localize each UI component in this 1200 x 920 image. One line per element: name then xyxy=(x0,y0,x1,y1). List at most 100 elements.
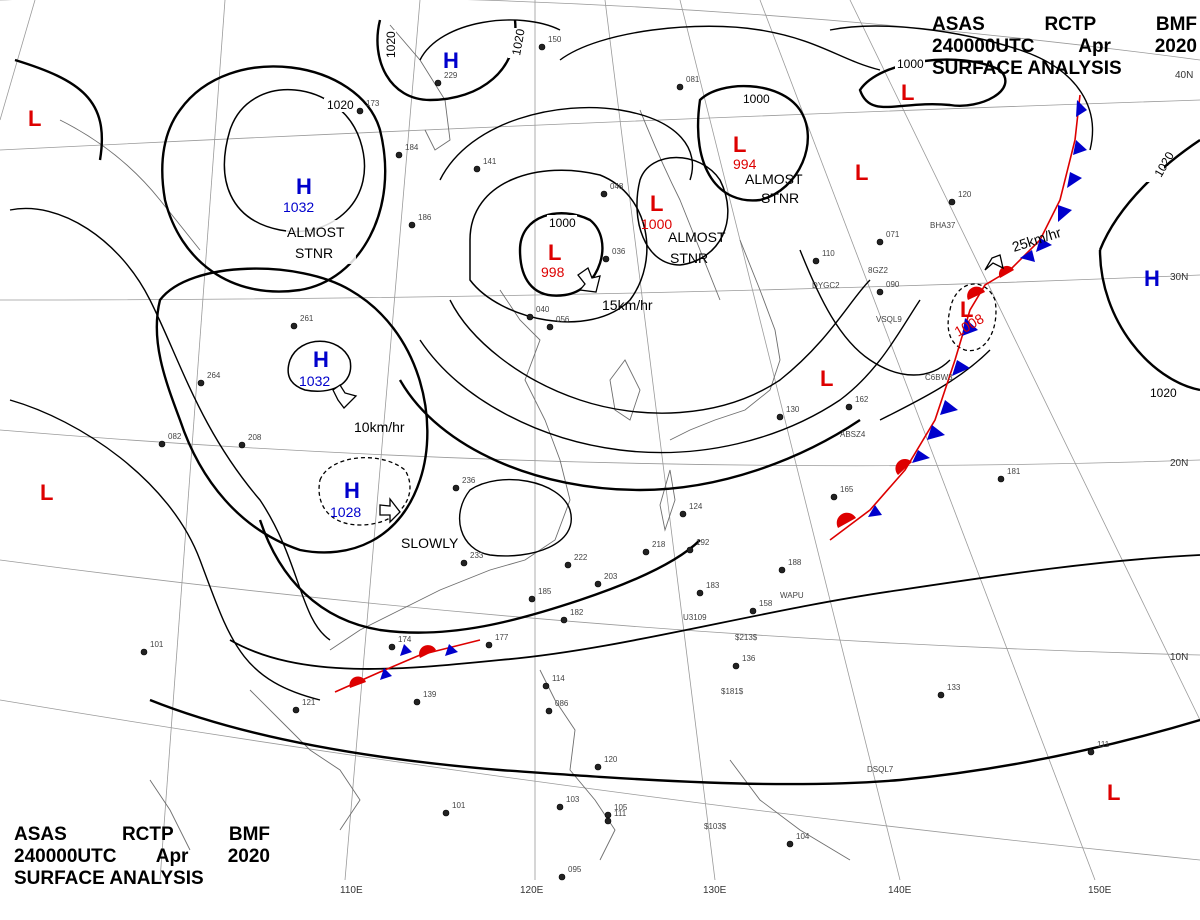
isobar-south-china xyxy=(459,478,572,557)
high-center-letter: H xyxy=(344,478,360,503)
ship-id: BHA37 xyxy=(930,221,956,230)
station-pressure: 174 xyxy=(398,635,412,644)
station-dot xyxy=(676,83,684,91)
coastline-philippines xyxy=(539,669,616,861)
lon-line-160e xyxy=(849,0,1200,721)
header-row-2: 240000UTC Apr 2020 xyxy=(14,846,270,868)
station-pressure: 040 xyxy=(536,305,550,314)
station-dot xyxy=(937,691,945,699)
cold-front-triangle xyxy=(868,505,882,517)
coastline-inner-asia xyxy=(59,119,201,251)
isobar-west-2 xyxy=(9,399,321,701)
station-pressure: 203 xyxy=(604,572,618,581)
low-center-letter: L xyxy=(901,80,914,105)
lon-label-150e: 150E xyxy=(1088,885,1112,896)
station-pressure: 139 xyxy=(423,690,437,699)
station-dot xyxy=(830,493,838,501)
lat-line-20n xyxy=(0,429,1200,467)
station-dot xyxy=(564,561,572,569)
movement-arrows xyxy=(332,254,1004,524)
cold-front-triangle xyxy=(912,450,930,463)
movement-speed-high-1032: 10km/hr xyxy=(354,419,405,435)
warm-front-semicircle xyxy=(967,286,985,300)
station-pressure: 186 xyxy=(418,213,432,222)
station-dots xyxy=(140,43,1095,881)
isobar-1020-china xyxy=(155,267,429,554)
warm-front-pacific xyxy=(836,265,1014,528)
ship-id: C6BW3 xyxy=(925,373,953,382)
lat-label-10n: 10N xyxy=(1170,652,1188,663)
station-dot xyxy=(238,441,246,449)
coastline-korea xyxy=(609,359,641,421)
isobar-north-1 xyxy=(419,19,561,61)
station-pressure: 081 xyxy=(686,75,700,84)
station-dot xyxy=(786,840,794,848)
station-dot xyxy=(460,559,468,567)
station-dot xyxy=(876,288,884,296)
header-title-bottom: ASAS RCTP BMF 240000UTC Apr 2020 SURFACE… xyxy=(14,824,270,890)
isobar-label-bg xyxy=(508,28,522,58)
header-code: BMF xyxy=(1155,14,1197,35)
station-pressure: 218 xyxy=(652,540,666,549)
cold-front-triangle xyxy=(1076,100,1087,117)
warm-front-semicircle xyxy=(998,265,1014,278)
station-pressure: 177 xyxy=(495,633,509,642)
station-dot xyxy=(997,475,1005,483)
station-pressure: 095 xyxy=(568,865,582,874)
station-dot xyxy=(594,580,602,588)
lat-label-20n: 20N xyxy=(1170,458,1188,469)
station-dot xyxy=(158,440,166,448)
coastline-taiwan xyxy=(659,469,676,532)
isobar-1020-north-high xyxy=(376,19,517,102)
low-center-letter: L xyxy=(650,191,663,216)
lon-line-100e xyxy=(159,0,226,881)
note-line1: ALMOST xyxy=(287,224,345,240)
cold-front-triangle xyxy=(1073,140,1087,155)
lon-line-110e xyxy=(344,0,421,881)
isobar-label-layer: 1020 1020 1020 1000 1000 1000 1020 1020 xyxy=(324,27,1178,400)
cold-front-triangle xyxy=(962,318,978,336)
station-dot xyxy=(526,313,534,321)
header-month: Apr xyxy=(155,846,189,867)
ship-id: DSQL7 xyxy=(867,765,894,774)
header-center: ASAS xyxy=(932,14,985,35)
station-pressure: 261 xyxy=(300,314,314,323)
coastline-japan xyxy=(669,239,781,441)
ship-id: $181$ xyxy=(721,687,744,696)
coastline-indochina xyxy=(249,689,361,831)
high-center-letter: H xyxy=(443,48,459,73)
movement-arrow-low-1008 xyxy=(984,254,1004,271)
station-pressure: 158 xyxy=(759,599,773,608)
station-pressure: 104 xyxy=(796,832,810,841)
station-pressure: 111 xyxy=(614,809,627,818)
lat-line-30n xyxy=(0,274,1200,301)
station-pressure: 236 xyxy=(462,476,476,485)
isobar-label: 1020 xyxy=(1150,386,1177,400)
isobar-1020-east-lower xyxy=(1098,249,1200,392)
station-dot xyxy=(442,809,450,817)
station-pressure: 120 xyxy=(958,190,972,199)
cold-front-triangle xyxy=(940,400,958,415)
isobar-north-2 xyxy=(559,25,881,71)
cold-front-triangle xyxy=(1036,238,1052,252)
note-line1: ALMOST xyxy=(668,229,726,245)
low-center-value: 1000 xyxy=(641,216,672,232)
isobar-label: 1000 xyxy=(549,216,576,230)
isobar-label: 1000 xyxy=(743,92,770,106)
header-station: RCTP xyxy=(121,824,174,845)
lon-label-120e: 120E xyxy=(520,885,544,896)
station-dot xyxy=(356,107,364,115)
isobar-label-bg xyxy=(324,98,354,112)
movement-arrow-high-1032 xyxy=(332,384,358,409)
warm-front-semicircle xyxy=(419,645,436,658)
isobar-1008-tropical xyxy=(149,698,1200,786)
cold-front-triangle xyxy=(927,425,945,440)
low-center-letter: L xyxy=(40,480,53,505)
movement-speed-high-1028: SLOWLY xyxy=(401,535,459,551)
cold-front-triangle xyxy=(952,360,970,376)
station-dot xyxy=(732,662,740,670)
station-dot xyxy=(292,706,300,714)
header-month: Apr xyxy=(1078,36,1111,57)
lon-label-140e: 140E xyxy=(888,885,912,896)
